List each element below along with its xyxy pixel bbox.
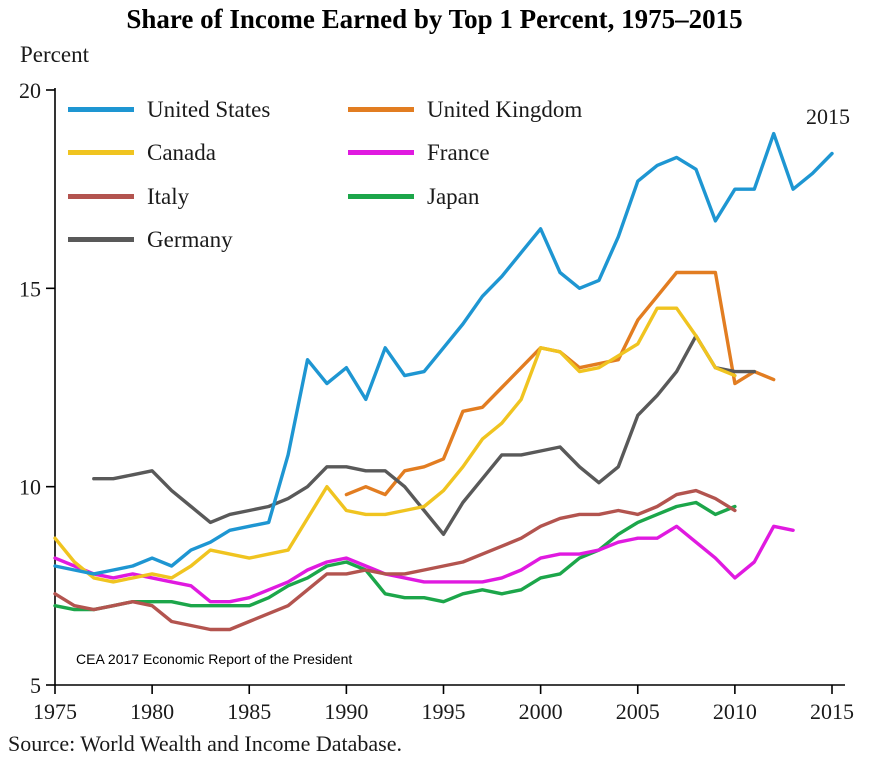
legend-item-italy: Italy xyxy=(68,183,189,209)
y-tick-label: 5 xyxy=(30,673,41,698)
series-line-france xyxy=(53,524,795,604)
legend-item-germany: Germany xyxy=(68,227,233,253)
legend-label: Japan xyxy=(427,183,480,209)
series-line-united-states xyxy=(53,131,834,576)
legend-swatch-united-kingdom xyxy=(348,106,414,112)
y-axis-title: Percent xyxy=(20,42,89,67)
chart-title: Share of Income Earned by Top 1 Percent,… xyxy=(126,4,743,34)
legend-swatch-italy xyxy=(68,193,134,199)
legend-label: Italy xyxy=(147,183,190,209)
series-line-united-kingdom xyxy=(344,270,776,497)
series-line-germany xyxy=(92,334,756,536)
legend-label: Germany xyxy=(147,227,233,252)
y-tick-label: 15 xyxy=(19,276,41,301)
y-tick-label: 20 xyxy=(19,78,41,103)
x-tick-label: 1990 xyxy=(324,699,368,724)
legend-swatch-france xyxy=(348,150,414,155)
x-tick-label: 1975 xyxy=(33,699,77,724)
legend-swatch-japan xyxy=(348,193,414,199)
x-tick-label: 1995 xyxy=(422,699,466,724)
annotation-last-year: 2015 xyxy=(806,104,850,129)
legend-item-canada: Canada xyxy=(68,140,216,166)
x-tick-label: 2000 xyxy=(519,699,563,724)
legend-item-japan: Japan xyxy=(348,183,479,209)
legend-label: France xyxy=(427,140,490,165)
x-tick-label: 1980 xyxy=(130,699,174,724)
legend-label: United States xyxy=(147,96,271,122)
source-caption: Source: World Wealth and Income Database… xyxy=(8,731,402,756)
series-line-italy xyxy=(53,488,737,632)
legend-item-united-kingdom: United Kingdom xyxy=(348,96,582,122)
legend: United States Canada Italy Germany United Ki… xyxy=(68,96,688,276)
series-line-japan xyxy=(53,500,737,612)
series-line-canada xyxy=(53,306,737,584)
legend-label: United Kingdom xyxy=(427,96,583,122)
legend-swatch-canada xyxy=(68,150,134,155)
legend-label: Canada xyxy=(147,140,216,165)
y-tick-label: 10 xyxy=(19,475,41,500)
legend-swatch-germany xyxy=(68,237,134,242)
legend-item-france: France xyxy=(348,140,490,166)
x-tick-label: 2010 xyxy=(713,699,757,724)
inner-source-note: CEA 2017 Economic Report of the Presiden… xyxy=(76,651,353,667)
legend-item-united-states: United States xyxy=(68,96,270,122)
legend-swatch-united-states xyxy=(68,106,134,112)
x-tick-label: 2005 xyxy=(616,699,660,724)
x-tick-label: 2015 xyxy=(810,699,854,724)
x-tick-label: 1985 xyxy=(227,699,271,724)
